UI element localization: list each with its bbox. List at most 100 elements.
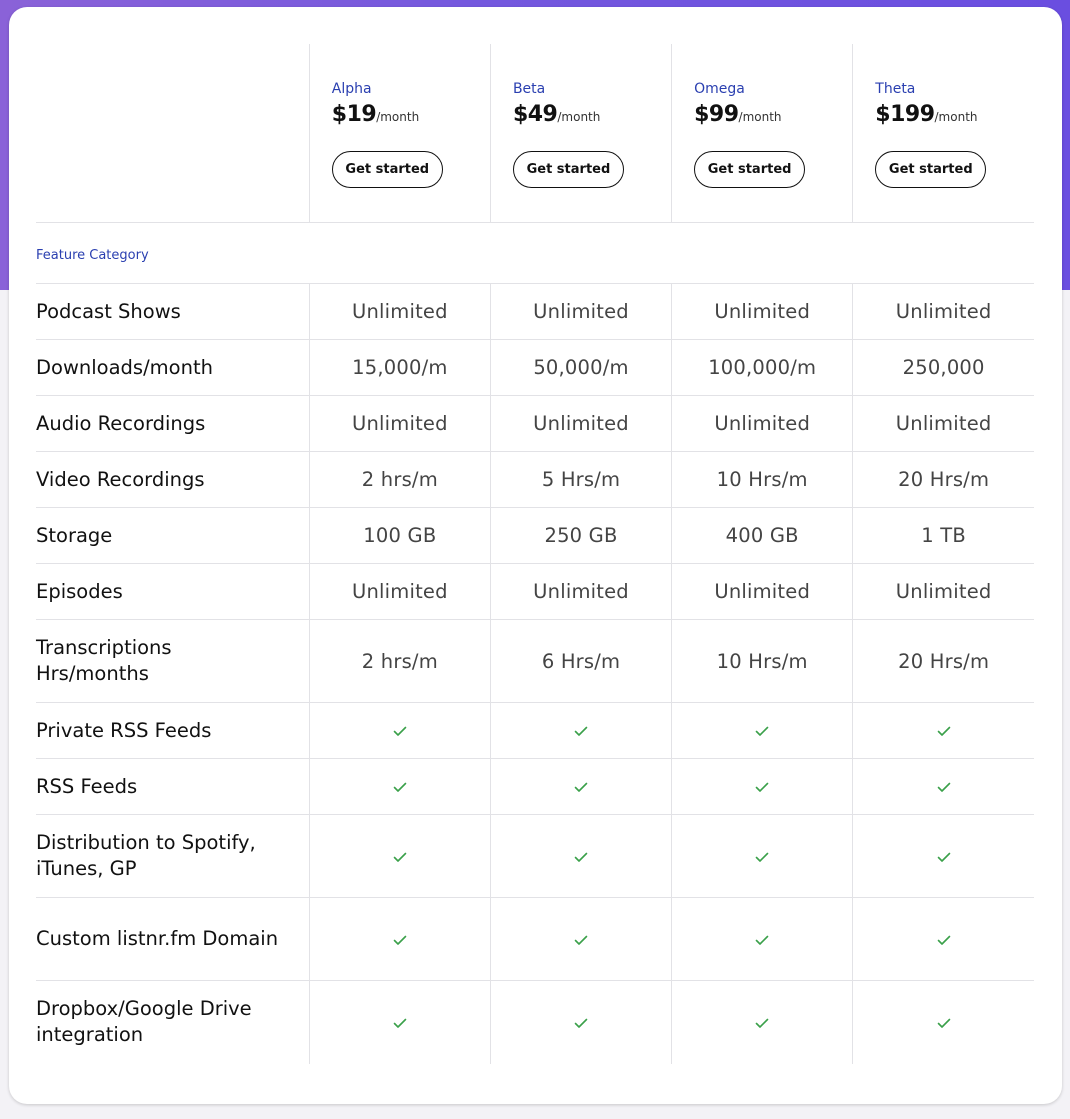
pricing-card: Alpha $19/month Get started Beta $49/mon… [9, 7, 1062, 1104]
feature-check-cell [489, 814, 672, 898]
feature-check-cell [489, 980, 672, 1064]
feature-label: Video Recordings [36, 451, 310, 508]
feature-label: Podcast Shows [36, 283, 310, 340]
plan-name: Omega [694, 81, 745, 97]
feature-value: 10 Hrs/m [671, 451, 853, 508]
feature-row: Audio Recordings Unlimited Unlimited Unlimi… [36, 395, 1034, 452]
header-empty-cell [36, 44, 310, 223]
feature-label: Audio Recordings [36, 395, 310, 452]
get-started-button[interactable]: Get started [694, 151, 806, 188]
checkmark-icon [574, 719, 588, 742]
feature-check-cell [308, 758, 491, 815]
plan-price: $19 [331, 102, 377, 127]
feature-value: Unlimited [671, 283, 853, 340]
feature-category-row: Feature Category [36, 222, 1034, 284]
feature-label: Distribution to Spotify, iTunes, GP [36, 814, 310, 898]
checkmark-icon [937, 719, 951, 742]
get-started-button[interactable]: Get started [875, 151, 987, 188]
feature-value: Unlimited [671, 395, 853, 452]
checkmark-icon [393, 928, 407, 951]
feature-value: 15,000/m [308, 339, 491, 396]
plan-period: /month [738, 110, 782, 124]
feature-check-cell [852, 897, 1034, 981]
feature-row: RSS Feeds [36, 758, 1034, 815]
feature-value: 2 hrs/m [308, 619, 491, 703]
feature-value: 1 TB [852, 507, 1034, 564]
feature-row: Storage 100 GB 250 GB 400 GB 1 TB [36, 507, 1034, 564]
feature-check-cell [489, 897, 672, 981]
feature-label: Custom listnr.fm Domain [36, 897, 310, 981]
plan-column-omega: Omega $99/month Get started [671, 44, 853, 223]
checkmark-icon [393, 719, 407, 742]
pricing-comparison-table: Alpha $19/month Get started Beta $49/mon… [36, 44, 1034, 1064]
feature-value: 10 Hrs/m [671, 619, 853, 703]
checkmark-icon [937, 775, 951, 798]
checkmark-icon [574, 1011, 588, 1034]
feature-check-cell [489, 702, 672, 759]
feature-label: Episodes [36, 563, 310, 620]
checkmark-icon [937, 928, 951, 951]
feature-row: Transcriptions Hrs/months 2 hrs/m 6 Hrs/m 1… [36, 619, 1034, 703]
feature-value: 400 GB [671, 507, 853, 564]
feature-label: RSS Feeds [36, 758, 310, 815]
checkmark-icon [755, 1011, 769, 1034]
checkmark-icon [937, 845, 951, 868]
get-started-button[interactable]: Get started [512, 151, 624, 188]
feature-check-cell [308, 814, 491, 898]
feature-value: 6 Hrs/m [489, 619, 672, 703]
feature-check-cell [671, 980, 853, 1064]
plan-period: /month [557, 110, 601, 124]
feature-check-cell [308, 980, 491, 1064]
feature-row: Distribution to Spotify, iTunes, GP [36, 814, 1034, 898]
feature-value: 2 hrs/m [308, 451, 491, 508]
feature-check-cell [852, 814, 1034, 898]
feature-row: Private RSS Feeds [36, 702, 1034, 759]
feature-value: 250 GB [489, 507, 672, 564]
feature-value: Unlimited [308, 563, 491, 620]
feature-value: 100 GB [308, 507, 491, 564]
feature-value: 20 Hrs/m [852, 451, 1034, 508]
feature-label: Private RSS Feeds [36, 702, 310, 759]
plan-price: $199 [875, 102, 935, 127]
checkmark-icon [574, 845, 588, 868]
feature-category-label: Feature Category [36, 247, 149, 263]
feature-label: Storage [36, 507, 310, 564]
feature-value: Unlimited [852, 395, 1034, 452]
checkmark-icon [574, 775, 588, 798]
feature-value: 20 Hrs/m [852, 619, 1034, 703]
feature-value: Unlimited [489, 283, 672, 340]
feature-check-cell [852, 758, 1034, 815]
feature-check-cell [308, 702, 491, 759]
feature-value: Unlimited [671, 563, 853, 620]
feature-value: Unlimited [308, 283, 491, 340]
checkmark-icon [393, 775, 407, 798]
plan-name: Alpha [331, 81, 372, 97]
plan-name: Theta [875, 81, 916, 97]
checkmark-icon [393, 845, 407, 868]
feature-value: Unlimited [308, 395, 491, 452]
feature-row: Custom listnr.fm Domain [36, 897, 1034, 981]
plan-period: /month [376, 110, 420, 124]
plan-period: /month [934, 110, 978, 124]
feature-row: Episodes Unlimited Unlimited Unlimited Unlim… [36, 563, 1034, 620]
plan-name: Beta [512, 81, 546, 97]
feature-label: Transcriptions Hrs/months [36, 619, 310, 703]
feature-value: 250,000 [852, 339, 1034, 396]
feature-value: Unlimited [489, 395, 672, 452]
feature-value: Unlimited [489, 563, 672, 620]
checkmark-icon [755, 719, 769, 742]
feature-row: Video Recordings 2 hrs/m 5 Hrs/m 10 Hrs/m 20… [36, 451, 1034, 508]
feature-value: 100,000/m [671, 339, 853, 396]
feature-value: Unlimited [852, 563, 1034, 620]
feature-check-cell [671, 897, 853, 981]
feature-row: Podcast Shows Unlimited Unlimited Unlimited… [36, 283, 1034, 340]
feature-label: Dropbox/Google Drive integration [36, 997, 252, 1047]
feature-check-cell [852, 702, 1034, 759]
checkmark-icon [937, 1011, 951, 1034]
feature-check-cell [489, 758, 672, 815]
feature-value: 50,000/m [489, 339, 672, 396]
feature-check-cell [671, 702, 853, 759]
plan-column-beta: Beta $49/month Get started [489, 44, 672, 223]
feature-value: Unlimited [852, 283, 1034, 340]
get-started-button[interactable]: Get started [331, 151, 443, 188]
